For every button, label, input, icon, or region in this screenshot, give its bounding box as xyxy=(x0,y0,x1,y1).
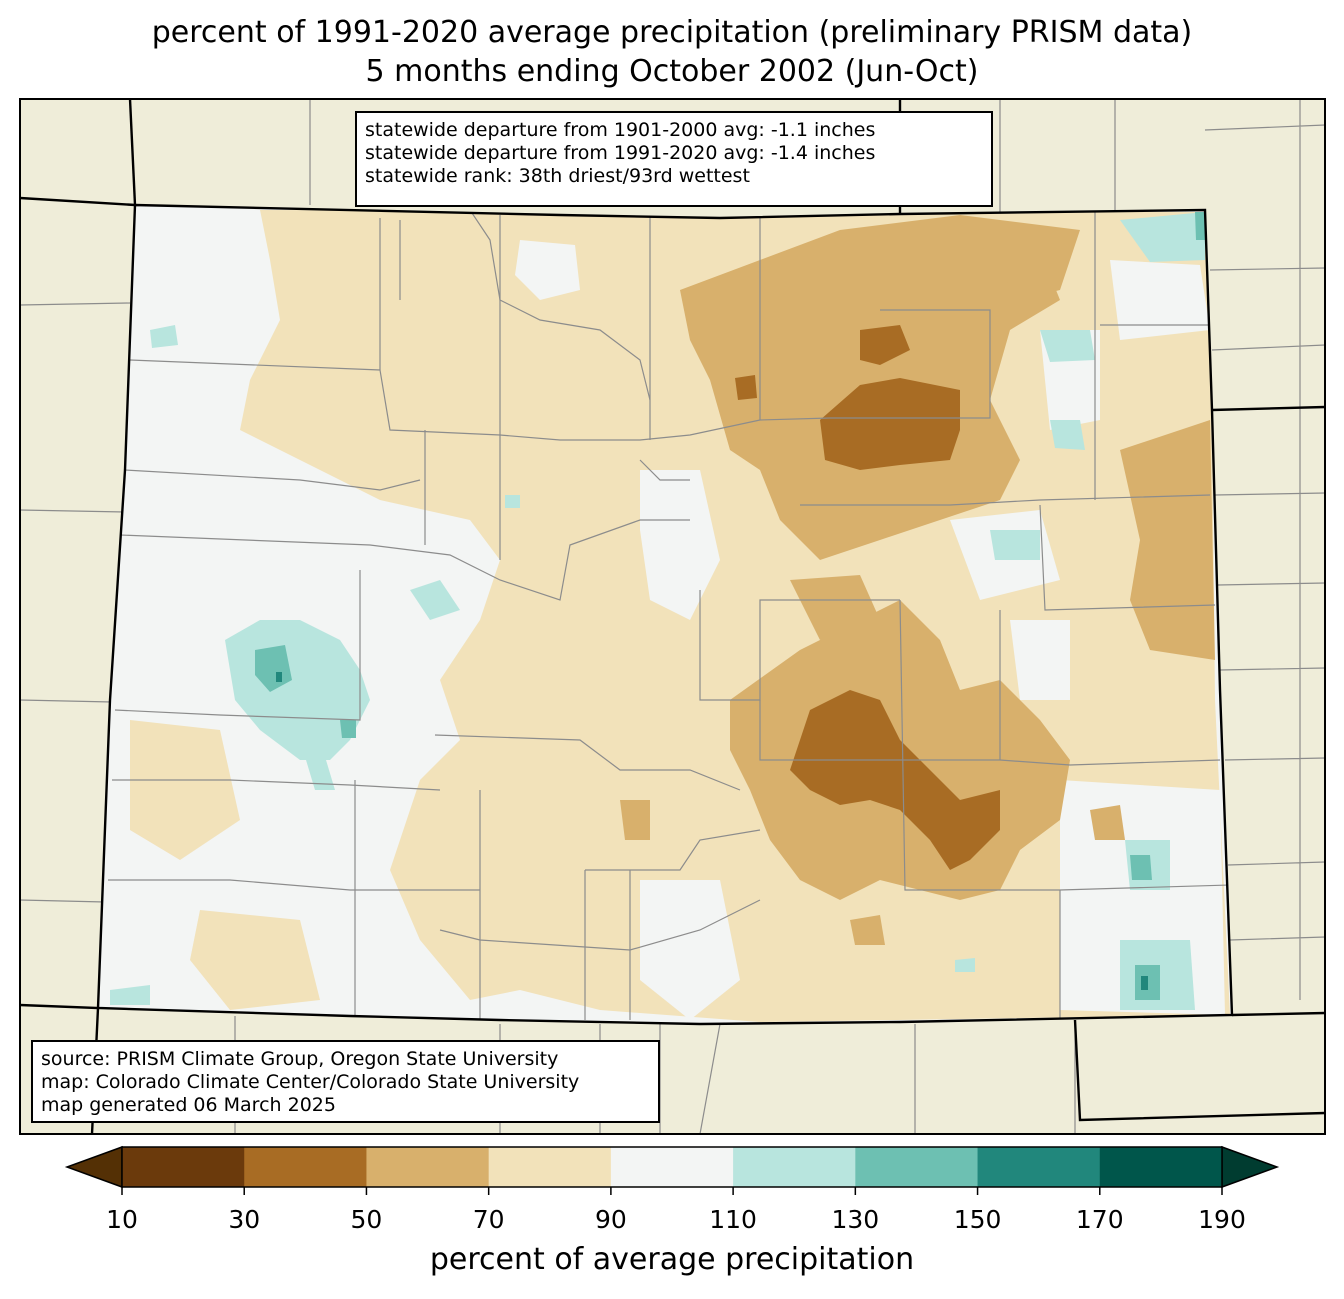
colorbar-tick-label: 30 xyxy=(228,1205,261,1234)
colorbar-tick-label: 90 xyxy=(594,1205,627,1234)
colorbar-swatch xyxy=(610,1147,734,1187)
colorbar-tick-label: 190 xyxy=(1198,1205,1246,1234)
colorbar-swatch xyxy=(366,1147,490,1187)
colorbar-tick-label: 130 xyxy=(831,1205,880,1234)
colorbar-swatch xyxy=(122,1147,245,1187)
colorbar-swatch xyxy=(977,1147,1101,1187)
colorbar-swatch xyxy=(855,1147,979,1187)
stats-line-1: statewide departure from 1901-2000 avg: … xyxy=(365,119,876,141)
colorbar-swatch xyxy=(1099,1147,1223,1187)
colorbar-swatch xyxy=(733,1147,856,1187)
colorbar xyxy=(64,1145,1280,1195)
county-lines xyxy=(108,209,1231,1020)
colorbar-extend-low xyxy=(64,1145,123,1189)
colorbar-extend-high xyxy=(1221,1145,1280,1189)
stats-line-2: statewide departure from 1991-2020 avg: … xyxy=(365,142,876,164)
map-frame xyxy=(19,98,1326,1135)
credits-box: source: PRISM Climate Group, Oregon Stat… xyxy=(31,1040,660,1123)
colorbar-tick-label: 110 xyxy=(709,1205,757,1234)
statewide-stats-box: statewide departure from 1901-2000 avg: … xyxy=(355,111,993,207)
colorbar-outline xyxy=(121,1146,1223,1188)
map-title: percent of 1991-2020 average precipitati… xyxy=(151,15,1193,50)
credits-line-3: map generated 06 March 2025 xyxy=(41,1094,336,1116)
colorbar-label: percent of average precipitation xyxy=(429,1242,915,1277)
precipitation-field xyxy=(98,205,1232,1024)
colorbar-tick-label: 10 xyxy=(106,1205,138,1234)
colorbar-tick-label: 70 xyxy=(472,1205,505,1234)
colorbar-tick-label: 170 xyxy=(1075,1205,1124,1234)
credits-line-2: map: Colorado Climate Center/Colorado St… xyxy=(41,1071,580,1093)
colorbar-tick-label: 150 xyxy=(953,1205,1002,1234)
colorbar-swatch xyxy=(488,1147,612,1187)
map-subtitle: 5 months ending October 2002 (Jun-Oct) xyxy=(365,54,979,89)
colorbar-tick-label: 50 xyxy=(350,1205,383,1234)
stats-line-3: statewide rank: 38th driest/93rd wettest xyxy=(365,165,750,187)
credits-line-1: source: PRISM Climate Group, Oregon Stat… xyxy=(41,1048,559,1070)
colorbar-swatch xyxy=(244,1147,367,1187)
